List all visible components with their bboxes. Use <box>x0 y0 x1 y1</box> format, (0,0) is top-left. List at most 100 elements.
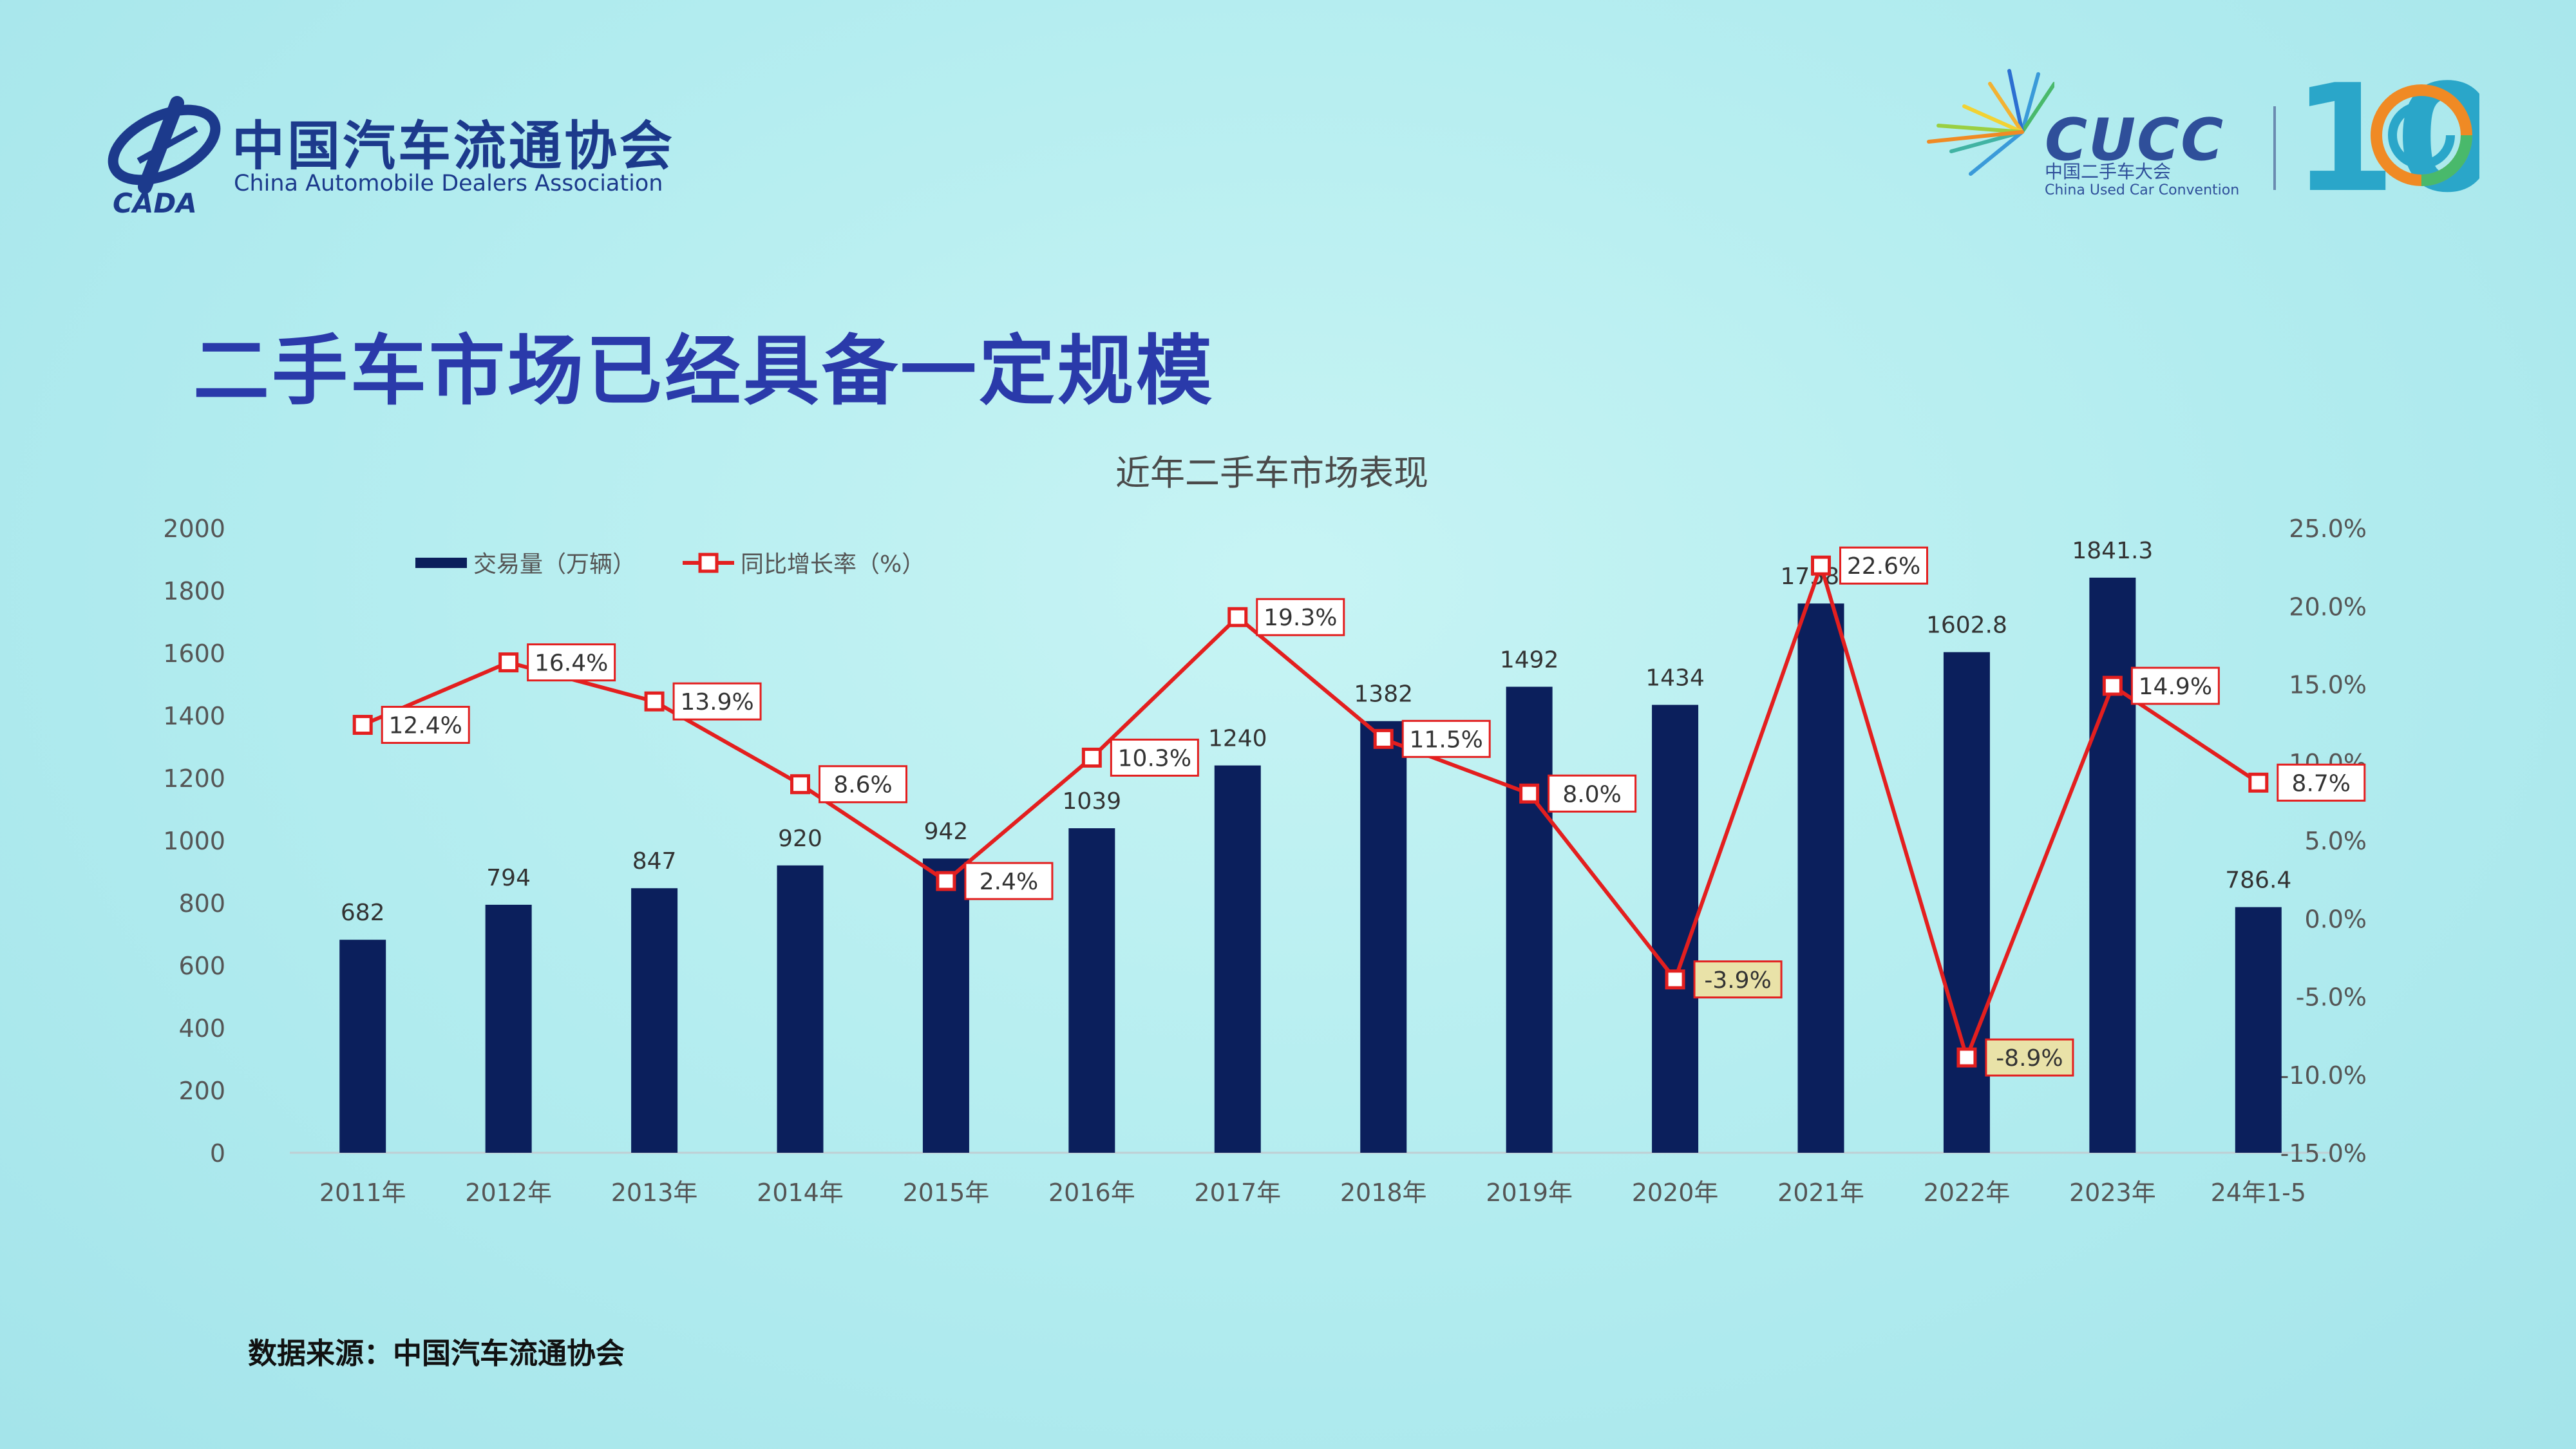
growth-label-box <box>2277 763 2366 802</box>
growth-label-box <box>1110 738 1199 777</box>
bar-value-label: 1841.3 <box>2072 538 2153 564</box>
y-right-tick-label: 5.0% <box>2304 827 2367 855</box>
growth-rate-label: -8.9% <box>1996 1045 2063 1072</box>
bar <box>1214 765 1261 1153</box>
growth-label-box <box>1401 719 1491 758</box>
y-left-tick-label: 200 <box>178 1077 225 1105</box>
brand-name-en: China Automobile Dealers Association <box>234 171 663 196</box>
y-left-tick-label: 600 <box>178 952 225 980</box>
y-left-tick-label: 1200 <box>163 764 225 793</box>
growth-rate-point <box>790 774 810 795</box>
legend-line-label: 同比增长率（%） <box>741 551 925 578</box>
growth-rate-label: 13.9% <box>680 689 753 715</box>
x-tick-label: 2023年 <box>2069 1179 2156 1207</box>
tenth-anniversary-badge-icon: 10 <box>2293 61 2479 209</box>
y-right-tick-label: 20.0% <box>2289 592 2367 621</box>
growth-label-box <box>819 765 907 804</box>
growth-label-box <box>527 643 616 682</box>
legend-bar-swatch <box>415 558 467 568</box>
growth-label-box <box>1839 546 1928 585</box>
y-left-tick-label: 2000 <box>163 515 225 543</box>
market-performance-chart: 0 200 400 600 800 1000 1200 1400 1600 1800 2000 -15… <box>163 515 2367 1207</box>
bar-value-label: 1602.8 <box>1926 612 2007 639</box>
y-left-tick-label: 400 <box>178 1014 225 1043</box>
chart-title: 近年二手车市场表现 <box>1115 453 1428 493</box>
logo-divider <box>2273 106 2276 190</box>
bar <box>2235 907 2282 1153</box>
growth-rate-label: -3.9% <box>1704 967 1771 994</box>
legend-bar-label: 交易量（万辆） <box>473 551 636 578</box>
bar <box>777 865 824 1153</box>
cucc-name-en: China Used Car Convention <box>2045 182 2240 198</box>
x-tick-label: 2013年 <box>611 1179 698 1207</box>
growth-label-box <box>672 682 762 721</box>
growth-rate-point <box>1373 728 1394 749</box>
x-tick-label: 2012年 <box>465 1179 552 1207</box>
growth-rate-label: 22.6% <box>1847 553 1920 580</box>
cucc-name-cn: 中国二手车大会 <box>2045 161 2172 182</box>
growth-rate-label: 8.7% <box>2292 770 2351 797</box>
growth-rate-point <box>352 715 373 735</box>
cada-logo: CADA 中国汽车流通协会 China Automobile Dealers A… <box>100 90 679 219</box>
growth-rate-label: 11.5% <box>1410 726 1483 753</box>
bar <box>1506 687 1553 1153</box>
bar <box>485 904 532 1153</box>
bar-value-label: 682 <box>341 900 385 926</box>
y-right-tick-label: -5.0% <box>2296 983 2367 1012</box>
growth-rate-point <box>644 691 665 712</box>
bar-value-label: 942 <box>924 819 969 845</box>
chart-panel: 近年二手车市场表现 0 200 400 600 800 1000 1200 1400 1600 1… <box>0 412 2576 1262</box>
x-tick-label: 2018年 <box>1340 1179 1427 1207</box>
bar-value-label: 920 <box>778 826 822 852</box>
y-right-tick-label: 15.0% <box>2289 671 2367 699</box>
growth-rate-point <box>1665 969 1685 990</box>
bar <box>1797 603 1844 1153</box>
growth-rate-label: 19.3% <box>1264 605 1337 631</box>
cada-emblem-icon: CADA <box>108 96 221 219</box>
growth-rate-label: 14.9% <box>2139 674 2212 700</box>
x-tick-label: 24年1-5 <box>2211 1179 2306 1207</box>
growth-label-box <box>1548 774 1637 813</box>
bar <box>1068 828 1115 1153</box>
bar <box>2089 577 2136 1153</box>
bar <box>1943 652 1990 1153</box>
growth-rate-point <box>1811 555 1831 576</box>
y-left-tick-label: 800 <box>178 889 225 918</box>
growth-rate-point <box>498 652 519 673</box>
cucc-logo: CUCC 中国二手车大会 China Used Car Convention 1… <box>1926 61 2479 209</box>
cucc-burst-icon <box>1927 69 2054 176</box>
growth-rate-point <box>1956 1047 1977 1068</box>
y-right-tick-label: -10.0% <box>2280 1061 2367 1090</box>
header: CADA 中国汽车流通协会 China Automobile Dealers A… <box>0 0 2576 245</box>
bar <box>631 888 678 1153</box>
y-left-tick-label: 1800 <box>163 577 225 605</box>
x-tick-label: 2021年 <box>1777 1179 1864 1207</box>
bar-value-label: 794 <box>486 865 531 891</box>
x-tick-label: 2020年 <box>1632 1179 1719 1207</box>
cucc-title: CUCC <box>2045 106 2225 174</box>
growth-label-box <box>2130 667 2220 705</box>
y-left-tick-label: 0 <box>210 1139 225 1168</box>
y-right-tick-label: 25.0% <box>2289 515 2367 543</box>
growth-rate-label: 8.6% <box>833 772 892 799</box>
x-tick-label: 2019年 <box>1486 1179 1573 1207</box>
x-tick-label: 2017年 <box>1194 1179 1281 1207</box>
growth-rate-point <box>1227 607 1248 627</box>
x-tick-label: 2015年 <box>903 1179 990 1207</box>
growth-rate-point <box>1081 747 1102 768</box>
bar-value-label: 1492 <box>1500 647 1559 673</box>
growth-label-box <box>1693 960 1783 999</box>
brand-name-cn: 中国汽车流通协会 <box>232 116 676 177</box>
y-left-tick-label: 1400 <box>163 702 225 730</box>
y-right-tick-label: 0.0% <box>2304 905 2367 933</box>
bar-value-label: 1382 <box>1354 681 1413 708</box>
y-right-tick-label: -15.0% <box>2280 1139 2367 1168</box>
growth-rate-label: 2.4% <box>980 869 1038 895</box>
growth-rate-label: 16.4% <box>535 650 608 677</box>
growth-label-box <box>381 706 470 744</box>
bar-value-label: 1039 <box>1063 788 1122 815</box>
bar <box>1360 721 1407 1153</box>
x-tick-label: 2022年 <box>1924 1179 2011 1207</box>
growth-rate-label: 12.4% <box>389 713 462 739</box>
bar-value-label: 1240 <box>1208 726 1267 752</box>
